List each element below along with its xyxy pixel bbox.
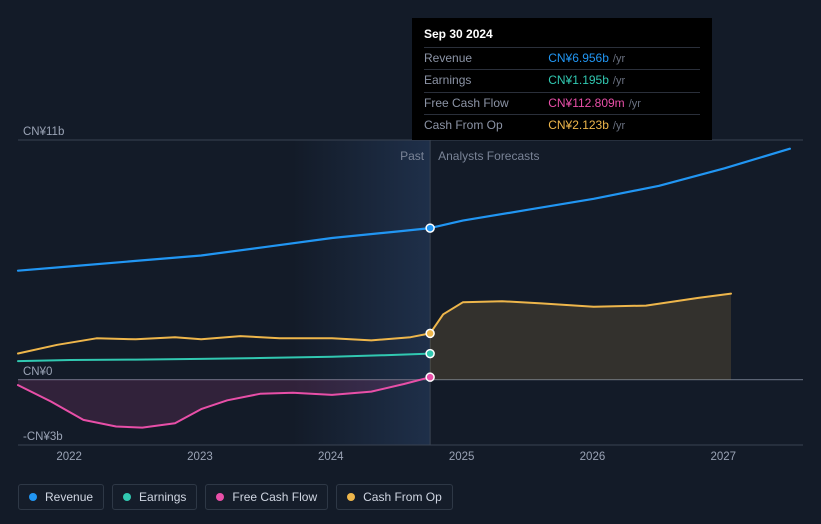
legend-dot-icon [347, 493, 355, 501]
recent-shade [293, 140, 430, 445]
legend-label: Cash From Op [363, 490, 442, 504]
x-tick-label: 2023 [187, 451, 213, 463]
tooltip-row: Free Cash FlowCN¥112.809m/yr [424, 92, 700, 114]
legend-item-revenue[interactable]: Revenue [18, 484, 104, 510]
legend-item-cash-from-op[interactable]: Cash From Op [336, 484, 453, 510]
y-tick-label: CN¥11b [23, 126, 64, 138]
legend-label: Earnings [139, 490, 186, 504]
x-tick-label: 2025 [449, 451, 475, 463]
legend-item-earnings[interactable]: Earnings [112, 484, 197, 510]
legend-item-free-cash-flow[interactable]: Free Cash Flow [205, 484, 328, 510]
x-tick-label: 2026 [580, 451, 606, 463]
tooltip-row: EarningsCN¥1.195b/yr [424, 70, 700, 92]
tooltip-row-value: CN¥2.123b/yr [548, 114, 700, 136]
marker-revenue [426, 224, 434, 232]
tooltip-row-label: Earnings [424, 70, 548, 92]
tooltip-row-label: Revenue [424, 47, 548, 69]
marker-earnings [426, 350, 434, 358]
tooltip-table: RevenueCN¥6.956b/yrEarningsCN¥1.195b/yrF… [424, 47, 700, 137]
legend-label: Revenue [45, 490, 93, 504]
chart-tooltip: Sep 30 2024 RevenueCN¥6.956b/yrEarningsC… [412, 18, 712, 140]
chart-legend: Revenue Earnings Free Cash Flow Cash From O… [18, 484, 453, 510]
tooltip-row-value: CN¥6.956b/yr [548, 47, 700, 69]
marker-cash_from_op [426, 329, 434, 337]
x-tick-label: 2024 [318, 451, 344, 463]
tooltip-row: Cash From OpCN¥2.123b/yr [424, 114, 700, 136]
tooltip-row-label: Free Cash Flow [424, 92, 548, 114]
y-tick-label: CN¥0 [23, 366, 52, 378]
marker-free_cash_flow [426, 373, 434, 381]
tooltip-row-value: CN¥112.809m/yr [548, 92, 700, 114]
tooltip-row-value: CN¥1.195b/yr [548, 70, 700, 92]
region-label-forecast: Analysts Forecasts [438, 149, 539, 163]
tooltip-row: RevenueCN¥6.956b/yr [424, 47, 700, 69]
x-tick-label: 2022 [56, 451, 82, 463]
tooltip-title: Sep 30 2024 [424, 26, 700, 43]
legend-label: Free Cash Flow [232, 490, 317, 504]
legend-dot-icon [29, 493, 37, 501]
y-tick-label: -CN¥3b [23, 431, 63, 443]
legend-dot-icon [123, 493, 131, 501]
x-tick-label: 2027 [711, 451, 737, 463]
region-label-past: Past [400, 149, 424, 163]
tooltip-row-label: Cash From Op [424, 114, 548, 136]
legend-dot-icon [216, 493, 224, 501]
